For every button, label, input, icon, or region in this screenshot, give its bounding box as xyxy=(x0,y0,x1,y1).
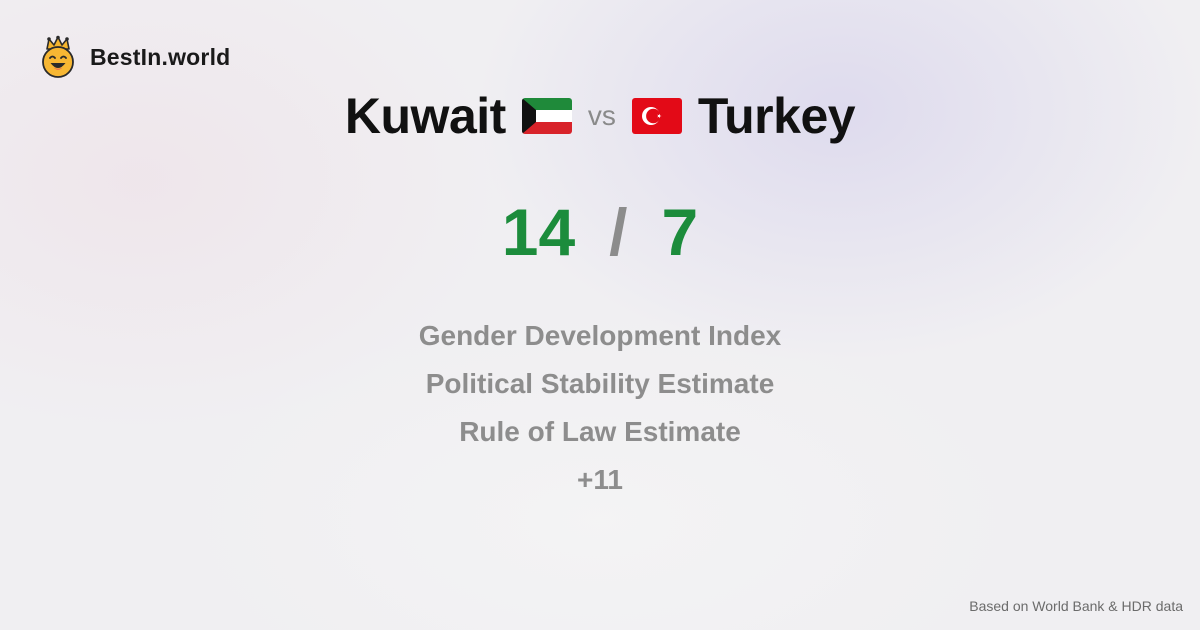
brand-logo[interactable]: BestIn.world xyxy=(38,35,230,79)
metrics-list: Gender Development Index Political Stabi… xyxy=(0,312,1200,504)
metric-item: Political Stability Estimate xyxy=(425,368,775,399)
score-separator: / xyxy=(609,195,628,269)
data-source-note: Based on World Bank & HDR data xyxy=(969,598,1183,614)
left-score: 14 xyxy=(501,195,576,269)
turkey-flag-icon xyxy=(631,98,682,134)
crown-smiley-icon xyxy=(42,35,74,78)
left-country-name: Kuwait xyxy=(344,88,506,144)
right-country-name: Turkey xyxy=(697,88,856,144)
vs-label: vs xyxy=(587,100,616,131)
comparison-title: Kuwait vs Turkey xyxy=(0,84,1200,148)
metric-more-count: +11 xyxy=(577,464,623,495)
kuwait-flag-icon xyxy=(521,98,572,134)
metric-item: Rule of Law Estimate xyxy=(459,416,741,447)
brand-name: BestIn.world xyxy=(90,43,231,70)
score-display: 14 / 7 xyxy=(0,192,1200,272)
right-score: 7 xyxy=(661,195,699,269)
metric-item: Gender Development Index xyxy=(418,320,782,351)
